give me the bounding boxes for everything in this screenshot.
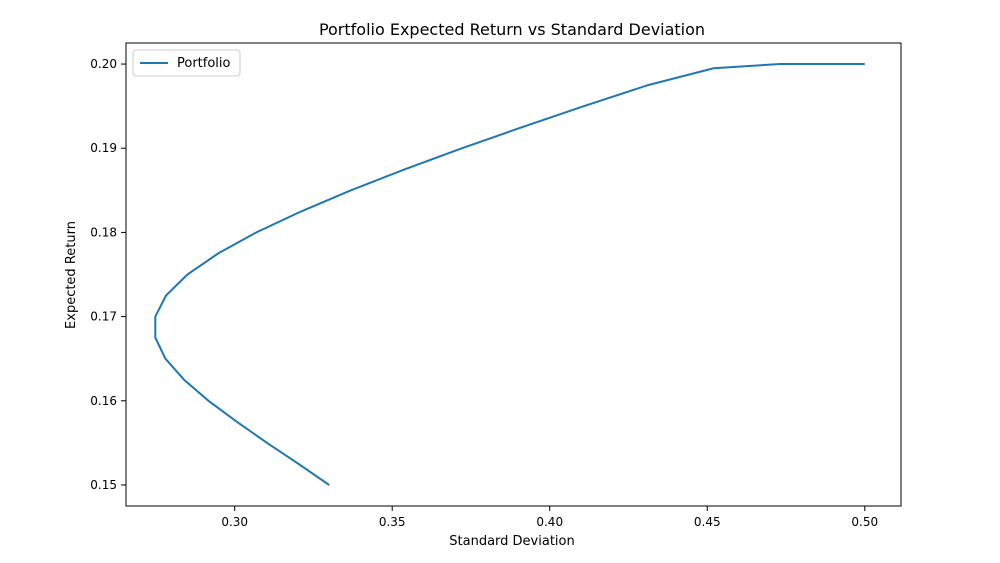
y-tick-label: 0.20	[90, 57, 117, 71]
x-tick-label: 0.50	[851, 515, 878, 529]
y-tick-label: 0.17	[90, 310, 117, 324]
series-line-portfolio	[154, 63, 865, 486]
x-axis: 0.30 0.35 0.40 0.45 0.50	[221, 506, 878, 529]
y-tick-label: 0.19	[90, 141, 117, 155]
chart-title: Portfolio Expected Return vs Standard De…	[319, 20, 705, 39]
y-axis-label: Expected Return	[64, 221, 79, 329]
x-tick-label: 0.45	[694, 515, 721, 529]
legend: Portfolio	[132, 49, 241, 77]
x-tick-label: 0.35	[379, 515, 406, 529]
y-axis: 0.15 0.16 0.17 0.18 0.19 0.20	[90, 57, 126, 492]
legend-label-portfolio: Portfolio	[177, 56, 231, 71]
y-tick-label: 0.16	[90, 394, 117, 408]
x-tick-label: 0.40	[536, 515, 563, 529]
y-tick-label: 0.18	[90, 225, 117, 239]
x-axis-label: Standard Deviation	[449, 534, 574, 549]
plot-area	[125, 42, 902, 507]
legend-box	[132, 49, 241, 77]
y-tick-label: 0.15	[90, 478, 117, 492]
x-tick-label: 0.30	[221, 515, 248, 529]
